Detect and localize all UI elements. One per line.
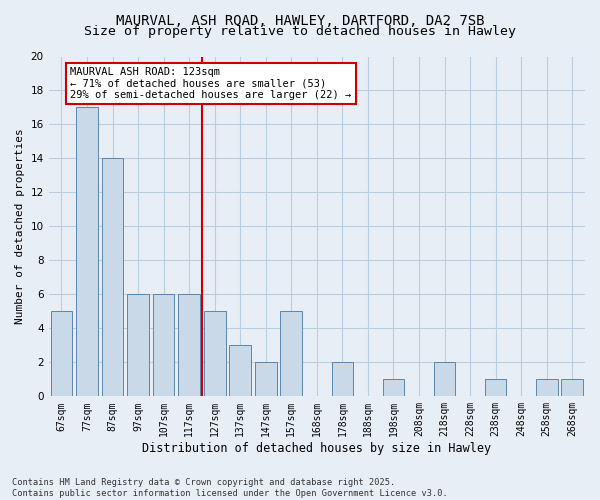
Text: MAURVAL ASH ROAD: 123sqm
← 71% of detached houses are smaller (53)
29% of semi-d: MAURVAL ASH ROAD: 123sqm ← 71% of detach…	[70, 66, 352, 100]
Text: Size of property relative to detached houses in Hawley: Size of property relative to detached ho…	[84, 25, 516, 38]
Bar	[255, 362, 277, 396]
Bar	[153, 294, 175, 396]
Text: MAURVAL, ASH ROAD, HAWLEY, DARTFORD, DA2 7SB: MAURVAL, ASH ROAD, HAWLEY, DARTFORD, DA2…	[116, 14, 484, 28]
Bar	[50, 312, 72, 396]
Bar	[434, 362, 455, 396]
Bar	[485, 380, 506, 396]
Bar	[127, 294, 149, 396]
Bar	[332, 362, 353, 396]
Bar	[178, 294, 200, 396]
Bar	[76, 108, 98, 397]
Bar	[562, 380, 583, 396]
Bar	[280, 312, 302, 396]
Bar	[101, 158, 124, 396]
Bar	[536, 380, 557, 396]
Y-axis label: Number of detached properties: Number of detached properties	[15, 128, 25, 324]
Bar	[229, 346, 251, 397]
Bar	[383, 380, 404, 396]
X-axis label: Distribution of detached houses by size in Hawley: Distribution of detached houses by size …	[142, 442, 491, 455]
Bar	[204, 312, 226, 396]
Text: Contains HM Land Registry data © Crown copyright and database right 2025.
Contai: Contains HM Land Registry data © Crown c…	[12, 478, 448, 498]
